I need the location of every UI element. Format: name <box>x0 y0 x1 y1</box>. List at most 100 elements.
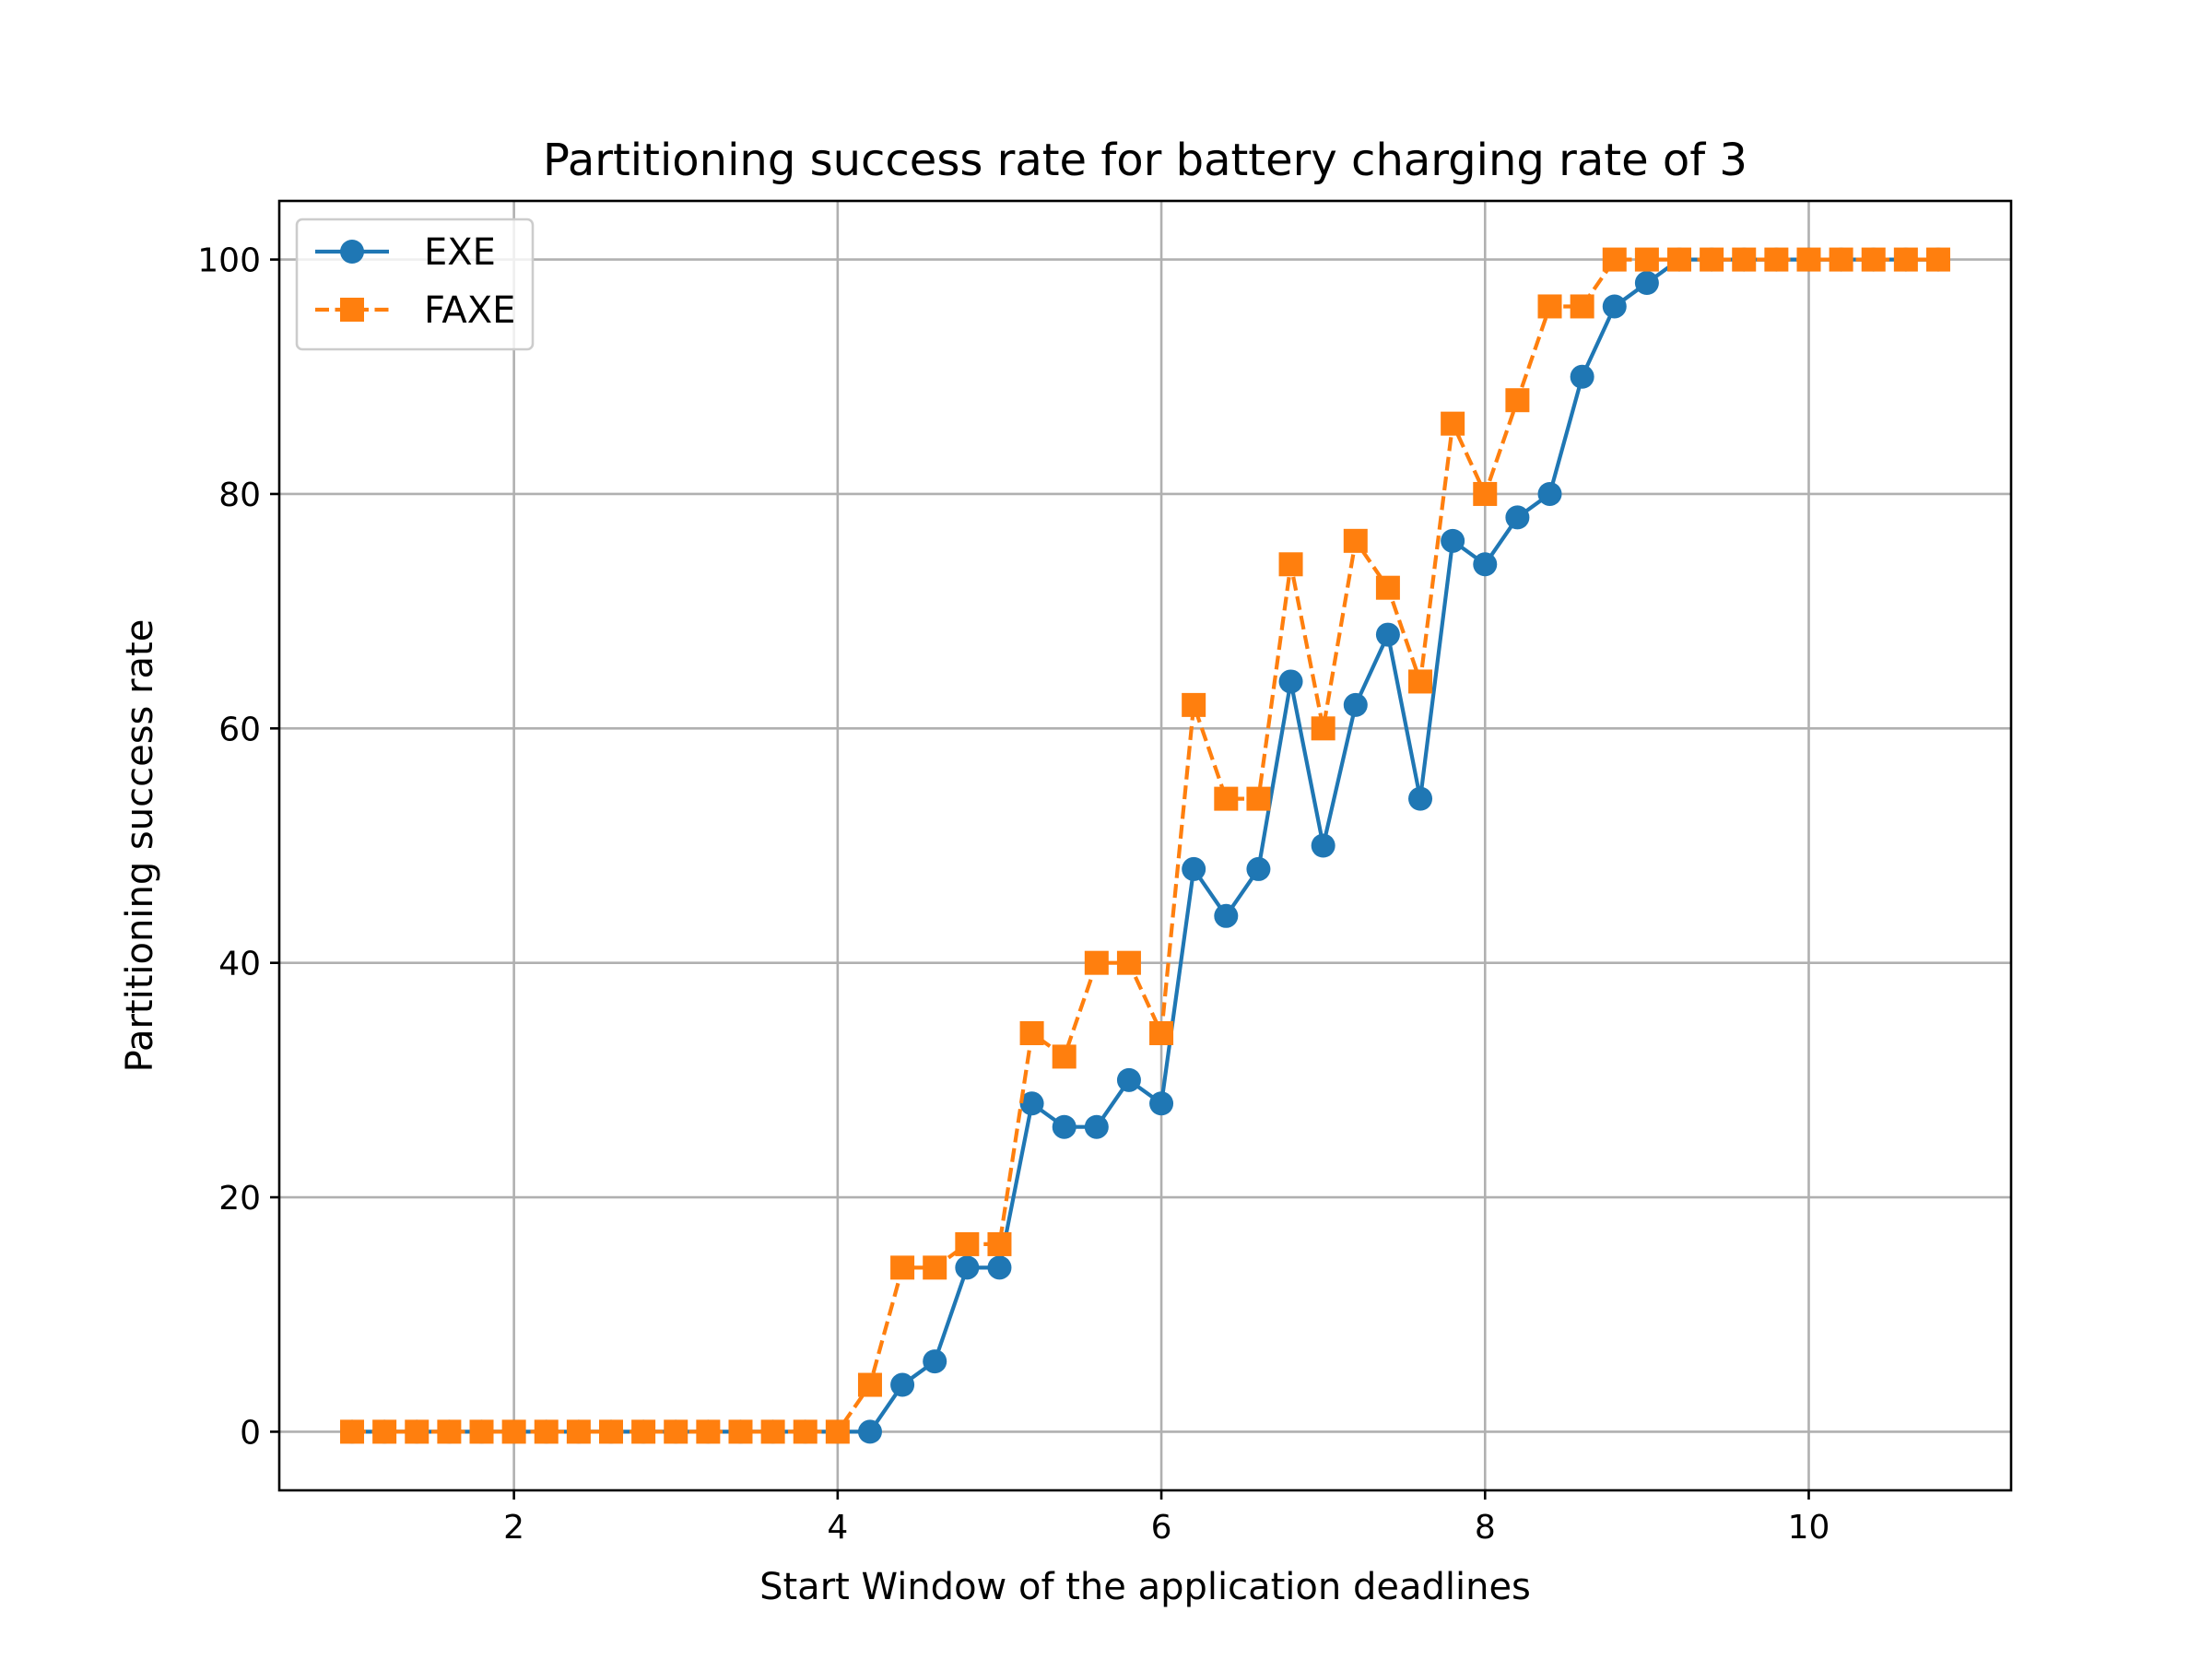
data-point <box>1441 528 1465 553</box>
y-tick-label: 0 <box>240 1414 261 1452</box>
data-point <box>1278 552 1303 577</box>
legend-item-exe: EXE <box>315 231 496 274</box>
data-point <box>1182 856 1206 881</box>
data-point <box>1441 411 1465 436</box>
y-tick-label: 60 <box>218 711 261 748</box>
y-tick-label: 80 <box>218 477 261 514</box>
data-point <box>1505 505 1530 530</box>
data-point <box>1602 247 1627 272</box>
series-faxe <box>340 247 1950 1444</box>
y-tick-label: 40 <box>218 946 261 983</box>
data-point <box>1925 247 1950 272</box>
data-point <box>1343 528 1368 553</box>
data-point <box>1149 1091 1174 1116</box>
data-point <box>1246 786 1271 811</box>
x-axis-label: Start Window of the application deadline… <box>759 1566 1531 1608</box>
data-point <box>793 1419 818 1444</box>
legend-item-faxe: FAXE <box>315 289 515 332</box>
data-point <box>1602 294 1627 319</box>
data-point <box>1052 1114 1077 1139</box>
chart-title: Partitioning success rate for battery ch… <box>543 135 1747 186</box>
data-point <box>1408 669 1433 694</box>
data-point <box>890 1255 915 1280</box>
x-tick-label: 4 <box>827 1509 848 1547</box>
legend-label: EXE <box>424 231 496 274</box>
data-point <box>1214 786 1239 811</box>
data-point <box>631 1419 656 1444</box>
data-point <box>1311 833 1335 858</box>
data-point <box>923 1349 947 1374</box>
data-point <box>923 1255 947 1280</box>
data-point <box>1019 1020 1044 1045</box>
data-point <box>1116 950 1141 975</box>
data-point <box>1893 247 1918 272</box>
data-point <box>1732 247 1757 272</box>
data-point <box>1634 271 1659 296</box>
data-point <box>1084 1114 1109 1139</box>
data-point <box>1537 294 1562 319</box>
data-point <box>1246 856 1271 881</box>
data-point <box>1829 247 1853 272</box>
data-point <box>987 1231 1012 1256</box>
data-point <box>955 1231 980 1256</box>
data-point <box>890 1372 915 1397</box>
data-point <box>566 1419 591 1444</box>
data-point <box>501 1419 526 1444</box>
data-point <box>469 1419 494 1444</box>
plot-frame <box>277 199 2013 1492</box>
y-axis-label: Partitioning success rate <box>119 619 161 1073</box>
data-point <box>1473 481 1498 506</box>
data-point <box>1214 903 1239 928</box>
data-point <box>857 1372 882 1397</box>
data-point <box>534 1419 559 1444</box>
data-point <box>405 1419 429 1444</box>
data-point <box>857 1419 882 1444</box>
x-tick-label: 6 <box>1151 1509 1172 1547</box>
legend-label: FAXE <box>424 289 515 332</box>
data-point <box>1278 669 1303 694</box>
legend-marker <box>340 240 364 264</box>
data-point <box>728 1419 753 1444</box>
data-point <box>760 1419 785 1444</box>
data-point <box>955 1255 980 1280</box>
x-tick-label: 2 <box>503 1509 524 1547</box>
data-point <box>1408 786 1433 811</box>
data-point <box>1570 294 1594 319</box>
data-point <box>1019 1091 1044 1116</box>
data-point <box>1149 1020 1174 1045</box>
data-point <box>987 1255 1012 1280</box>
data-point <box>1570 364 1594 389</box>
data-point <box>1084 950 1109 975</box>
data-point <box>1311 716 1335 741</box>
x-tick-label: 10 <box>1788 1509 1830 1547</box>
data-point <box>1473 552 1498 577</box>
data-point <box>1343 692 1368 717</box>
y-tick-label: 20 <box>218 1180 261 1218</box>
data-point <box>340 1419 365 1444</box>
y-tick-label: 100 <box>197 242 261 280</box>
data-point <box>1505 388 1530 413</box>
data-point <box>1375 575 1400 600</box>
data-point <box>1700 247 1724 272</box>
data-point <box>1116 1067 1141 1092</box>
data-point <box>664 1419 688 1444</box>
data-point <box>1375 622 1400 647</box>
plot-series <box>340 247 1950 1444</box>
data-point <box>1052 1044 1077 1069</box>
legend: EXE FAXE <box>295 218 535 351</box>
data-point <box>437 1419 462 1444</box>
data-point <box>1764 247 1789 272</box>
data-point <box>372 1419 397 1444</box>
data-point <box>696 1419 721 1444</box>
data-point <box>1861 247 1886 272</box>
data-point <box>598 1419 623 1444</box>
x-tick-label: 8 <box>1475 1509 1496 1547</box>
data-point <box>1796 247 1821 272</box>
data-point <box>1182 692 1206 717</box>
data-point <box>825 1419 850 1444</box>
data-point <box>1634 247 1659 272</box>
data-point <box>1667 247 1692 272</box>
